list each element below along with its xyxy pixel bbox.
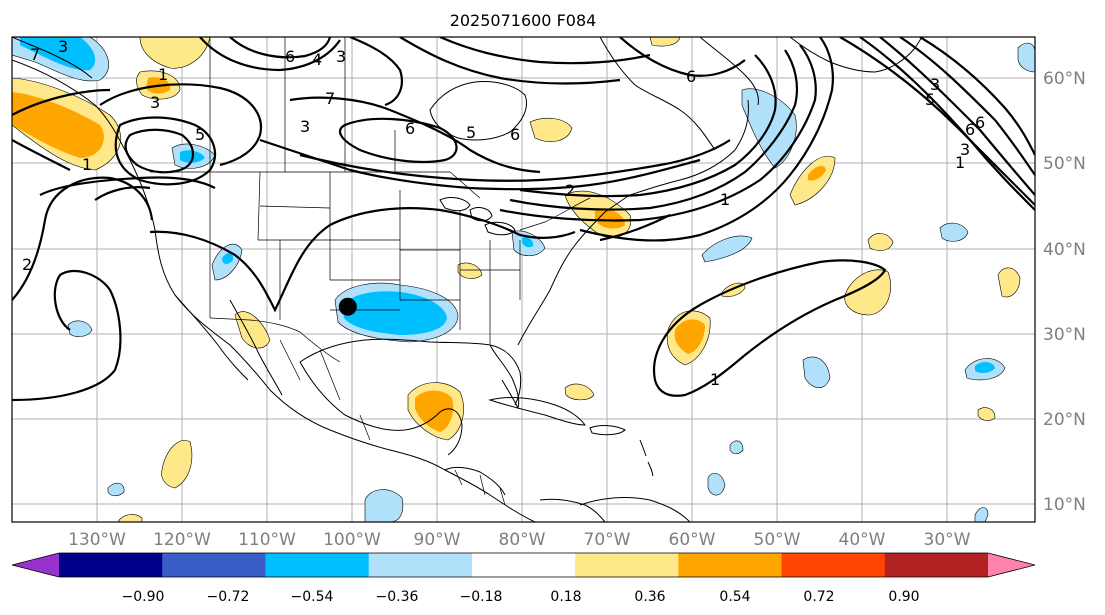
svg-text:3: 3: [58, 37, 68, 56]
contour-labels: 3 1 3 5 6 4 3 6 3 6 5 7 5 6 2 3 6 1 1 2 …: [22, 37, 985, 389]
colorbar-tick-label: −0.72: [207, 589, 250, 605]
latitude-ticks: 60°N 50°N 40°N 30°N 20°N 10°N: [1043, 69, 1086, 515]
colorbar-tick-label: 0.18: [550, 589, 581, 605]
svg-text:5: 5: [466, 123, 476, 142]
svg-text:7: 7: [325, 89, 335, 108]
lat-tick: 40°N: [1043, 240, 1086, 260]
svg-text:3: 3: [930, 75, 940, 94]
lon-tick: 130°W: [68, 530, 126, 550]
svg-text:6: 6: [965, 120, 975, 139]
colorbar-extend-high: [988, 553, 1035, 577]
shaded-anomalies: [12, 37, 1035, 522]
colorbar-tick-label: 0.72: [803, 589, 834, 605]
lat-tick: 10°N: [1043, 495, 1086, 515]
svg-text:6: 6: [285, 47, 295, 66]
colorbar-segment: [59, 553, 163, 577]
colorbar-segment: [471, 553, 576, 577]
svg-text:2: 2: [22, 255, 32, 274]
svg-text:1: 1: [82, 155, 92, 174]
colorbar-segment: [884, 553, 989, 577]
lon-tick: 80°W: [499, 530, 546, 550]
svg-text:6: 6: [975, 113, 985, 132]
colorbar: [11, 552, 1036, 578]
svg-text:1: 1: [710, 370, 720, 389]
colorbar-segment: [575, 553, 679, 577]
svg-text:3: 3: [300, 117, 310, 136]
svg-text:1: 1: [955, 153, 965, 172]
colorbar-tick-label: −0.54: [291, 589, 334, 605]
svg-text:1: 1: [158, 65, 168, 84]
colorbar-segment: [781, 553, 886, 577]
svg-text:2: 2: [565, 181, 575, 200]
lon-tick: 100°W: [323, 530, 381, 550]
lat-tick: 30°N: [1043, 325, 1086, 345]
lat-tick: 20°N: [1043, 410, 1086, 430]
lon-tick: 30°W: [924, 530, 971, 550]
colorbar-tick-label: −0.18: [460, 589, 503, 605]
svg-text:3: 3: [150, 93, 160, 112]
colorbar-extend-low: [12, 553, 59, 577]
lon-tick: 60°W: [669, 530, 716, 550]
colorbar-outline: [11, 552, 1036, 578]
svg-text:6: 6: [510, 125, 520, 144]
colorbar-tick-label: 0.90: [888, 589, 919, 605]
svg-text:6: 6: [686, 67, 696, 86]
colorbar-segment: [678, 553, 783, 577]
contour-lines: [12, 37, 1035, 402]
location-marker: [338, 297, 357, 316]
colorbar-segment: [162, 553, 266, 577]
lon-tick: 40°W: [839, 530, 886, 550]
colorbar-tick-label: 0.36: [634, 589, 665, 605]
lat-tick: 50°N: [1043, 154, 1086, 174]
colorbar-tick-labels: −0.90 −0.72 −0.54 −0.36 −0.18 0.18 0.36 …: [122, 589, 920, 605]
svg-text:3: 3: [336, 47, 346, 66]
lon-tick: 110°W: [238, 530, 296, 550]
svg-text:7: 7: [30, 45, 40, 64]
lon-tick: 50°W: [754, 530, 801, 550]
lon-tick: 120°W: [153, 530, 211, 550]
lat-tick: 60°N: [1043, 69, 1086, 89]
svg-text:4: 4: [312, 50, 322, 69]
lon-tick: 90°W: [414, 530, 461, 550]
svg-text:5: 5: [195, 125, 205, 144]
longitude-ticks: 130°W 120°W 110°W 100°W 90°W 80°W 70°W 6…: [68, 530, 971, 550]
lon-tick: 70°W: [584, 530, 631, 550]
map-frame: [11, 36, 1036, 523]
colorbar-segment: [265, 553, 370, 577]
colorbar-tick-label: −0.36: [376, 589, 419, 605]
colorbar-tick-label: 0.54: [719, 589, 750, 605]
colorbar-tick-label: −0.90: [122, 589, 165, 605]
colorbar-segment: [368, 553, 473, 577]
svg-text:6: 6: [405, 119, 415, 138]
coastlines: [12, 37, 923, 522]
svg-text:5: 5: [925, 90, 935, 109]
map-title: 2025071600 F084: [450, 11, 597, 30]
political-borders: [150, 37, 591, 506]
svg-text:1: 1: [720, 190, 730, 209]
svg-text:3: 3: [960, 140, 970, 159]
